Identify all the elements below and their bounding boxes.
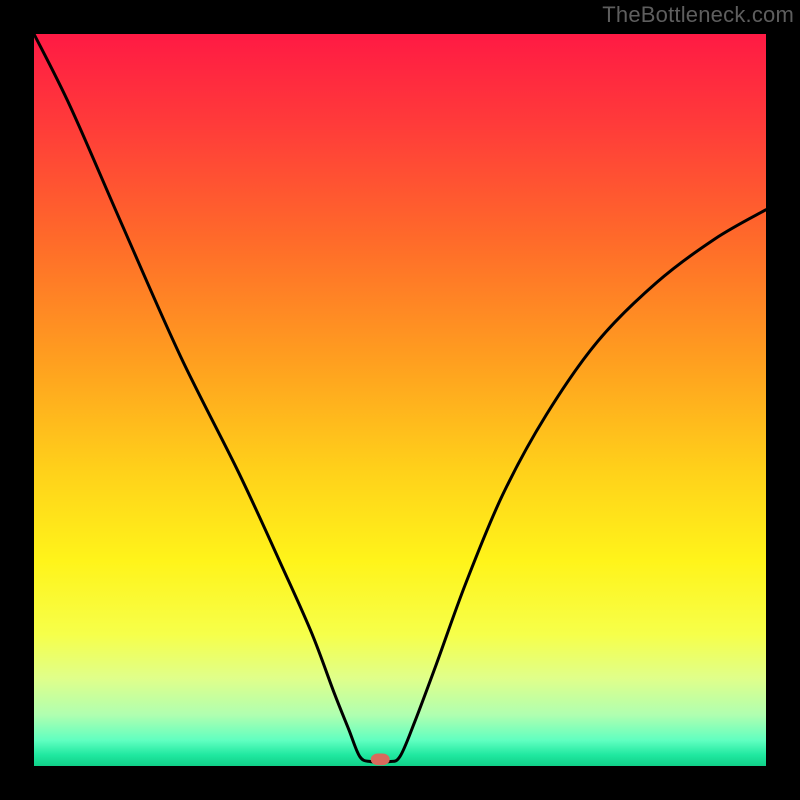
min-marker xyxy=(371,754,390,766)
plot-gradient-background xyxy=(34,34,766,766)
watermark-text: TheBottleneck.com xyxy=(602,2,794,28)
bottleneck-chart xyxy=(0,0,800,800)
chart-container: TheBottleneck.com xyxy=(0,0,800,800)
